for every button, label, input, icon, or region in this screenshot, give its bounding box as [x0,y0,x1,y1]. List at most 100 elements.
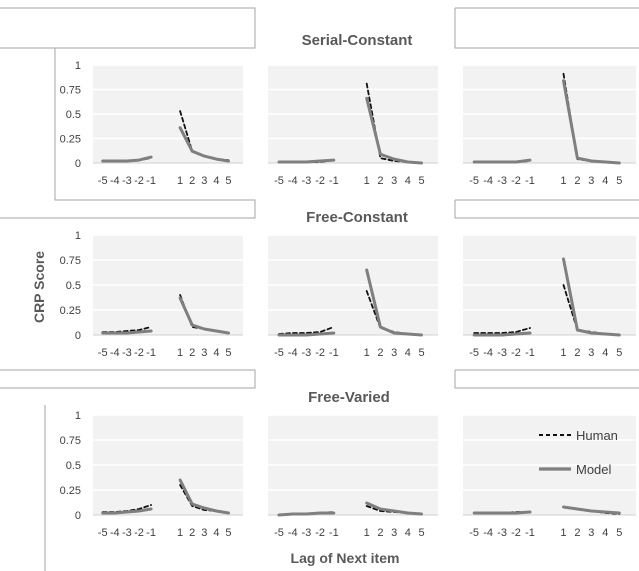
x-tick-label: 3 [588,175,594,187]
series-line-model-negative-lags [101,507,153,515]
x-tick-label: 3 [391,347,397,359]
x-tick-label: -1 [525,527,535,539]
x-tick-label: -4 [110,527,120,539]
x-tick-label: -1 [146,347,156,359]
x-tick-label: -4 [110,175,120,187]
x-tick-label: 2 [189,347,195,359]
x-tick-label: -2 [511,527,521,539]
x-tick-label: -2 [315,347,325,359]
x-tick-label: 1 [364,347,370,359]
x-tick-label: 5 [225,347,231,359]
x-tick-label: -1 [329,527,339,539]
x-tick-label: 1 [177,527,183,539]
x-tick-label: -4 [483,527,493,539]
x-tick-label: -4 [483,175,493,187]
y-axis-title: CRP Score [31,251,47,323]
x-tick-label: 1 [560,527,566,539]
series-line-human-negative-lags [473,327,531,334]
x-tick-label: 5 [225,527,231,539]
panel-r3-c2: -5 -4 -3 -2 -1 1 2 3 4 5 [268,414,438,539]
x-tick-label: 4 [405,347,411,359]
x-tick-label: -4 [288,347,298,359]
x-tick-label: -2 [134,527,144,539]
x-tick-label: -5 [469,347,479,359]
y-tick-label: 0.75 [60,85,81,97]
x-tick-label: -5 [469,527,479,539]
x-tick-label: 3 [201,347,207,359]
series-line-model-positive-lags [178,296,230,335]
panel-r3-c3: -5 -4 -3 -2 -1 1 2 3 4 5 Human Model [463,414,636,539]
panel-r1-c2: -5 -4 -3 -2 -1 1 2 3 4 5 [268,64,438,187]
x-tick-label: 1 [560,175,566,187]
x-tick-label: -4 [483,347,493,359]
series-line-model-negative-lags [472,510,532,515]
x-tick-label: 3 [588,347,594,359]
x-tick-label: -3 [497,527,507,539]
x-tick-label: -1 [329,175,339,187]
x-tick-label: 1 [364,527,370,539]
y-tick-label: 0.5 [66,280,81,292]
series-line-model-negative-lags [277,331,336,337]
x-tick-label: 5 [225,175,231,187]
series-line-model-positive-lags [562,257,621,337]
x-tick-label: 5 [616,527,622,539]
x-tick-label: -2 [134,347,144,359]
x-tick-label: -1 [525,175,535,187]
x-tick-label: -2 [134,175,144,187]
x-tick-label: -4 [288,175,298,187]
x-tick-label: -3 [497,347,507,359]
x-tick-label: -2 [315,175,325,187]
x-tick-label: 2 [377,347,383,359]
series-line-human-negative-lags [278,326,335,335]
legend-label-model: Model [576,462,612,477]
chart-frames [0,7,639,571]
y-tick-label: 0 [75,330,81,342]
y-tick-label: 0.25 [60,485,81,497]
x-tick-label: -5 [98,527,108,539]
x-tick-label: -1 [146,175,156,187]
x-tick-label: -3 [122,347,132,359]
x-tick-label: 4 [602,175,608,187]
x-tick-label: -5 [469,175,479,187]
x-tick-label: 3 [201,175,207,187]
x-tick-label: 3 [391,175,397,187]
y-tick-label: 1 [75,410,81,422]
series-line-model-positive-lags [365,268,423,337]
x-tick-label: -5 [98,175,108,187]
x-tick-label: 2 [574,175,580,187]
panel-r2-c2: -5 -4 -3 -2 -1 1 2 3 4 5 [268,234,438,359]
x-tick-label: 2 [377,527,383,539]
legend: Human Model [539,428,618,477]
panel-r1-c3: -5 -4 -3 -2 -1 1 2 3 4 5 [463,64,636,187]
x-tick-label: -3 [301,175,311,187]
x-tick-label: 5 [616,175,622,187]
series-line-model-negative-lags [277,511,336,517]
x-tick-label: 4 [213,527,219,539]
y-tick-label: 0 [75,510,81,522]
x-tick-label: -5 [274,347,284,359]
x-tick-label: 1 [364,175,370,187]
chart-panels: 00.250.50.751-5 -4 -3 -2 -1 1 2 3 4 5 -5 -4 -3 -2 -1 1 2… [60,60,636,539]
x-tick-label: -2 [511,175,521,187]
series-line-model-positive-lags [562,79,621,165]
series-line-model-negative-lags [277,158,336,164]
x-tick-label: -3 [122,527,132,539]
x-tick-label: 4 [213,175,219,187]
series-line-model-positive-lags [178,126,230,163]
y-tick-label: 0 [75,158,81,170]
series-line-model-positive-lags [365,501,423,516]
series-line-model-negative-lags [101,329,153,335]
x-tick-label: 5 [418,527,424,539]
x-tick-label: 5 [616,347,622,359]
x-tick-label: 3 [588,527,594,539]
panel-r3-c1: 00.250.50.751-5 -4 -3 -2 -1 1 2 3 4 5 [60,410,243,539]
row-title-free-varied: Free-Varied [308,389,390,406]
x-tick-label: -2 [511,347,521,359]
x-tick-label: 4 [405,175,411,187]
row-title-serial-constant: Serial-Constant [302,32,413,49]
x-tick-label: 1 [177,175,183,187]
panel-r2-c3: -5 -4 -3 -2 -1 1 2 3 4 5 [463,234,636,359]
series-line-model-positive-lags [178,478,230,515]
x-tick-label: 4 [602,527,608,539]
x-tick-label: 2 [189,175,195,187]
